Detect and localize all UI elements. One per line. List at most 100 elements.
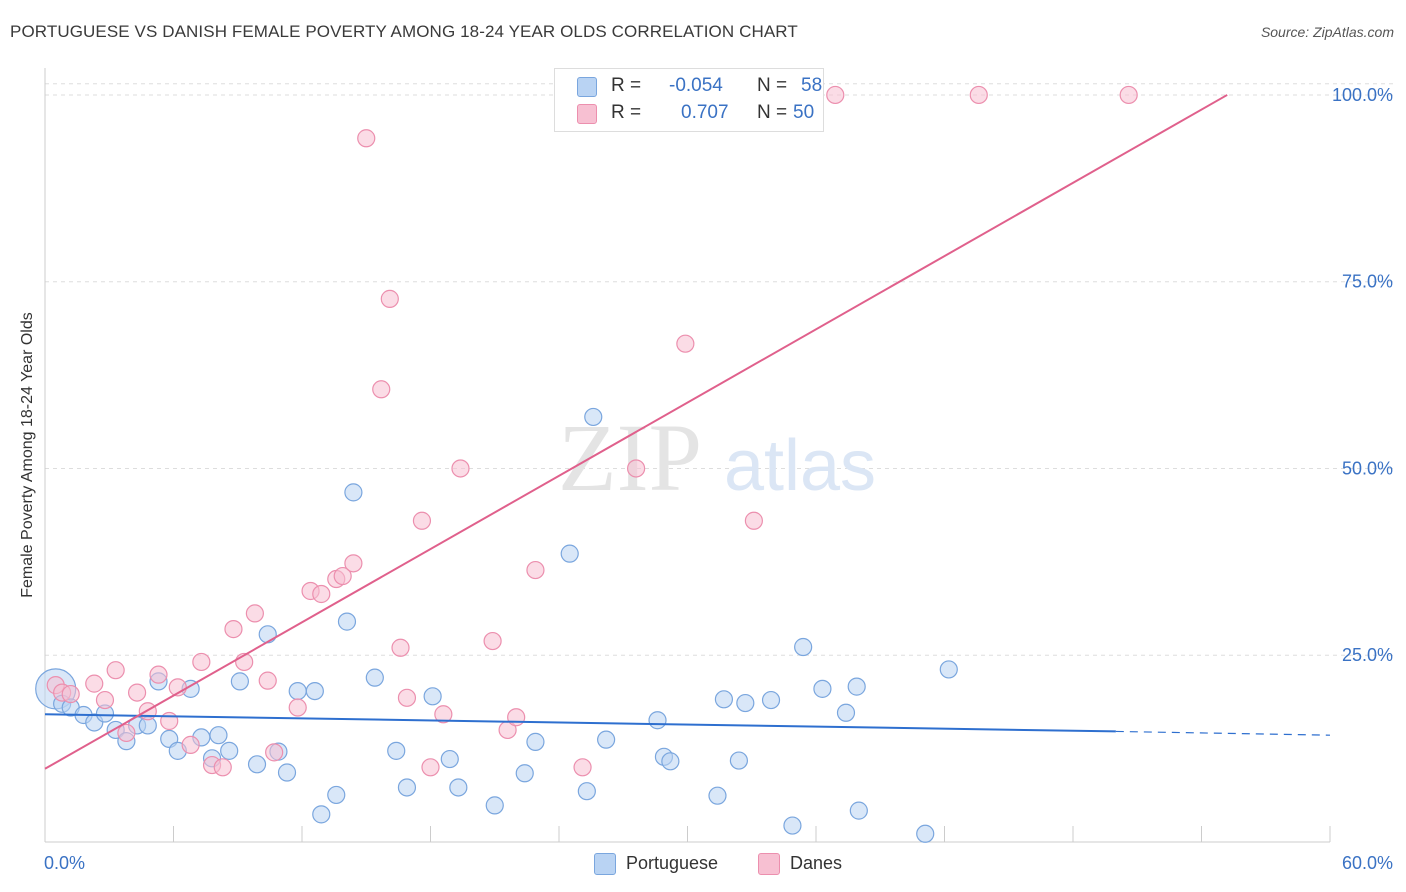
point-danes (526, 560, 545, 580)
trend-line-portuguese-extension (1115, 730, 1331, 736)
y-tick-label: 100.0% (1332, 85, 1393, 105)
legend-n-label: N = (757, 75, 788, 96)
point-portuguese (761, 690, 781, 710)
point-portuguese (526, 732, 545, 751)
point-portuguese (849, 801, 868, 820)
point-portuguese (327, 785, 346, 805)
point-danes (372, 380, 391, 399)
point-danes (288, 698, 307, 717)
point-danes (483, 631, 502, 651)
point-portuguese (729, 751, 749, 770)
gridlines (45, 83, 1395, 656)
legend-swatch-danes (577, 104, 597, 124)
point-portuguese (939, 660, 958, 679)
legend-n-value: 58 (801, 75, 823, 96)
point-portuguese (560, 544, 579, 563)
point-portuguese (783, 816, 802, 835)
point-danes (160, 711, 179, 731)
point-portuguese (440, 749, 459, 769)
legend-r-value: 0.707 (681, 102, 729, 123)
point-danes (1119, 85, 1138, 105)
point-danes (451, 459, 470, 478)
point-danes (258, 671, 277, 690)
point-danes (969, 85, 988, 105)
point-danes (357, 129, 376, 148)
point-danes (245, 604, 264, 623)
y-tick-label: 75.0% (1342, 272, 1393, 292)
point-portuguese (714, 690, 734, 709)
legend-r-value: -0.054 (669, 75, 723, 96)
point-portuguese (584, 407, 603, 427)
bottom-legend-swatch-portuguese (594, 853, 616, 875)
point-portuguese (577, 782, 596, 801)
y-tick-label: 25.0% (1342, 645, 1393, 665)
x-tick-label-min: 0.0% (44, 853, 85, 873)
point-portuguese (708, 786, 727, 805)
point-portuguese (397, 778, 417, 797)
point-danes (265, 743, 284, 762)
point-danes (421, 758, 440, 777)
axes (44, 68, 1331, 843)
point-portuguese (836, 703, 856, 722)
point-danes (127, 683, 147, 702)
chart-title: PORTUGUESE VS DANISH FEMALE POVERTY AMON… (10, 22, 798, 41)
point-portuguese (916, 824, 935, 843)
point-danes (213, 758, 232, 777)
point-portuguese (661, 752, 680, 771)
legend-r-label: R = (611, 102, 642, 123)
point-danes (626, 459, 646, 478)
point-portuguese (736, 693, 755, 713)
legend-r-label: R = (611, 75, 642, 96)
point-portuguese (597, 730, 616, 749)
point-portuguese (305, 681, 324, 701)
y-tick-label: 50.0% (1342, 458, 1393, 478)
point-portuguese (515, 764, 534, 783)
trend-line-danes (44, 94, 1228, 770)
point-danes (434, 705, 453, 724)
point-danes (397, 688, 417, 707)
point-danes (826, 85, 845, 105)
point-danes (95, 690, 115, 710)
point-portuguese (209, 726, 228, 745)
point-danes (106, 661, 125, 680)
legend-swatch-portuguese (577, 77, 597, 97)
point-portuguese (247, 755, 267, 774)
point-danes (507, 708, 526, 727)
point-portuguese (847, 677, 866, 696)
point-danes (380, 289, 399, 308)
point-portuguese (344, 483, 363, 502)
stats-legend: R = -0.054 N = 58 R = 0.707 N = 50 (554, 68, 824, 132)
bottom-legend-label-danes: Danes (790, 853, 843, 873)
point-portuguese (485, 796, 504, 815)
data-points (35, 85, 1138, 843)
watermark-atlas: atlas (724, 426, 876, 506)
point-danes (744, 511, 763, 530)
trend-lines (44, 94, 1331, 770)
point-danes (224, 619, 243, 639)
source-label: Source: ZipAtlas.com (1260, 24, 1394, 40)
point-portuguese (449, 778, 468, 797)
point-portuguese (648, 711, 667, 730)
point-portuguese (794, 637, 813, 657)
point-portuguese (220, 741, 239, 760)
point-danes (149, 665, 168, 684)
legend-n-value: 50 (793, 102, 815, 123)
point-danes (181, 735, 200, 754)
point-portuguese (423, 687, 442, 706)
point-danes (333, 566, 352, 586)
trend-line-portuguese (44, 713, 1116, 733)
x-tick-label-max: 60.0% (1342, 853, 1393, 873)
point-portuguese (258, 625, 277, 644)
point-danes (412, 511, 432, 530)
point-portuguese (813, 679, 832, 698)
point-portuguese (387, 741, 406, 760)
bottom-legend-swatch-danes (758, 853, 780, 875)
point-danes (344, 554, 363, 573)
point-danes (117, 723, 136, 743)
point-danes (312, 584, 331, 604)
point-portuguese (230, 672, 249, 691)
watermark-zip: ZIP (558, 404, 702, 511)
point-danes (85, 674, 104, 693)
point-portuguese (337, 612, 357, 631)
